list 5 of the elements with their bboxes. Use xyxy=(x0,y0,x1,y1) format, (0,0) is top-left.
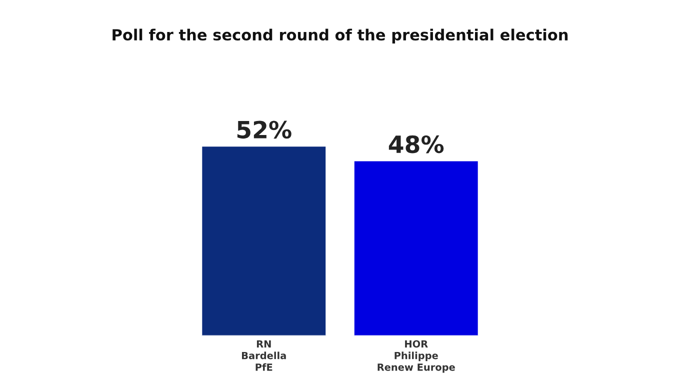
data-label: 48% xyxy=(388,135,444,154)
x-tick-label: RN Bardella PfE xyxy=(242,340,286,371)
x-tick-label: HOR Philippe Renew Europe xyxy=(378,340,455,373)
data-label: 52% xyxy=(237,120,292,139)
chart-title: Poll for the second round of the presidential election xyxy=(112,28,568,44)
